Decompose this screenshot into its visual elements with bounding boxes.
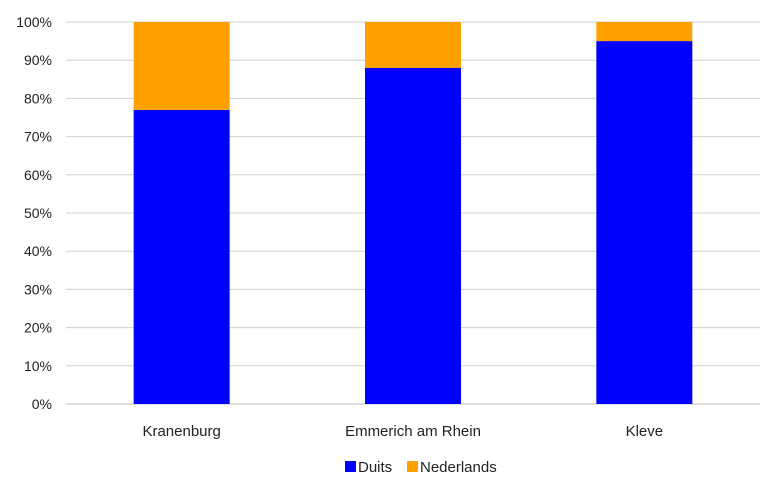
y-tick-label: 20%: [24, 320, 52, 336]
bar-segment-duits: [133, 109, 230, 405]
x-category-label: Kranenburg: [142, 423, 220, 440]
y-axis: 0% 10% 20% 30% 40% 50% 60% 70% 80% 90% 100%: [16, 14, 52, 412]
y-tick-label: 50%: [24, 205, 52, 221]
x-category-label: Emmerich am Rhein: [345, 423, 481, 440]
y-tick-label: 80%: [24, 90, 52, 106]
bar-segment-nederlands: [133, 22, 230, 110]
y-tick-label: 0%: [32, 396, 52, 412]
y-tick-label: 70%: [24, 129, 52, 145]
y-tick-label: 10%: [24, 358, 52, 374]
y-tick-label: 100%: [16, 14, 52, 30]
x-category-label: Kleve: [626, 423, 664, 440]
bar-segment-duits: [596, 41, 693, 404]
x-axis: Kranenburg Emmerich am Rhein Kleve: [142, 423, 663, 440]
y-tick-label: 90%: [24, 52, 52, 68]
y-tick-label: 30%: [24, 281, 52, 297]
bars: [133, 22, 693, 405]
bar-segment-duits: [365, 67, 461, 404]
legend-swatch-nederlands: [407, 461, 418, 472]
legend: Duits Nederlands: [345, 459, 497, 476]
legend-label: Nederlands: [420, 459, 497, 476]
bar-segment-nederlands: [596, 22, 693, 42]
y-tick-label: 60%: [24, 167, 52, 183]
bar-segment-nederlands: [365, 22, 461, 68]
legend-swatch-duits: [345, 461, 356, 472]
y-tick-label: 40%: [24, 243, 52, 259]
legend-label: Duits: [358, 459, 392, 476]
